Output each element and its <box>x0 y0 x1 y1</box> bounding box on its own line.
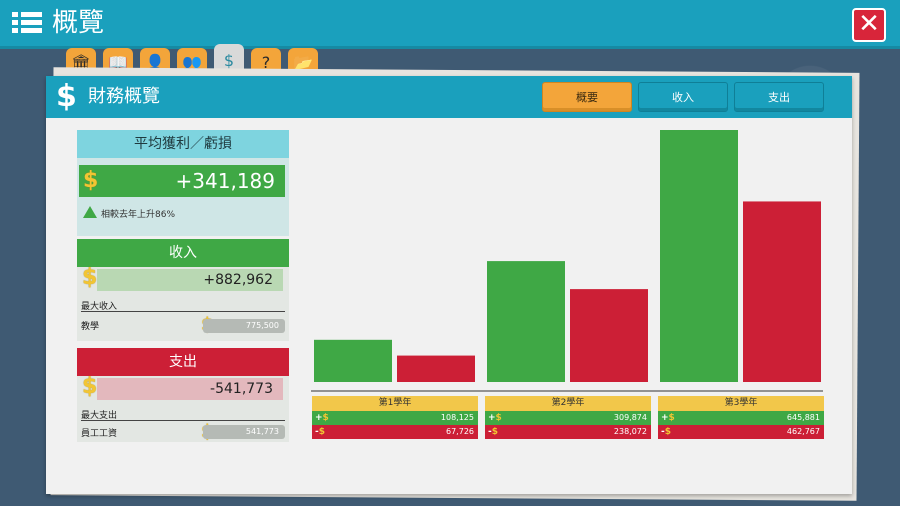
income-value: 309,874 <box>613 413 647 422</box>
max-income-label: 最大收入 <box>81 302 118 312</box>
coin-icon: $ <box>82 374 98 399</box>
coin-icon: +$ <box>661 413 675 423</box>
expense-value: 462,767 <box>786 427 820 436</box>
close-button[interactable]: ✕ <box>852 8 886 42</box>
avg-profit-value: +341,189 <box>175 169 275 193</box>
expense-bar-2 <box>570 289 648 382</box>
divider <box>81 420 285 421</box>
expense-row: -$ 462,767 <box>658 425 824 439</box>
income-bar-3 <box>660 130 738 382</box>
coin-icon: +$ <box>488 413 502 423</box>
income-value: +882,962 <box>97 269 283 291</box>
income-row: +$ 645,881 <box>658 411 824 425</box>
avg-profit-bar: $ +341,189 <box>79 165 285 197</box>
coin-icon: +$ <box>315 413 329 423</box>
coin-icon: $ <box>82 265 98 290</box>
close-icon: ✕ <box>858 9 880 39</box>
coin-icon: -$ <box>661 427 672 437</box>
expense-card: 支出 $ -541,773 最大支出 員工工資 $ 541,773 <box>77 348 289 442</box>
expense-button[interactable]: 支出 <box>734 82 824 112</box>
finance-panel: $ 財務概覽 概要 收入 支出 平均獲利／虧損 $ +341,189 相較去年上… <box>46 76 852 494</box>
year-label: 第2學年 <box>485 396 651 411</box>
divider <box>81 311 285 312</box>
income-row: +$ 108,125 <box>312 411 478 425</box>
avg-profit-title: 平均獲利／虧損 <box>77 130 289 158</box>
max-expense-item: 員工工資 <box>81 429 118 439</box>
coin-icon: -$ <box>488 427 499 437</box>
max-income-item: 教學 <box>81 322 100 332</box>
income-bar-2 <box>487 261 565 382</box>
expense-row: -$ 67,726 <box>312 425 478 439</box>
dollar-icon: $ <box>56 79 77 114</box>
year-box-1: 第1學年 +$ 108,125 -$ 67,726 <box>312 396 478 439</box>
income-value: 645,881 <box>786 413 820 422</box>
year-box-2: 第2學年 +$ 309,874 -$ 238,072 <box>485 396 651 439</box>
expense-row: -$ 238,072 <box>485 425 651 439</box>
expense-value: 238,072 <box>613 427 647 436</box>
bar-chart <box>311 130 823 392</box>
max-expense-value: 541,773 <box>203 425 285 439</box>
income-button[interactable]: 收入 <box>638 82 728 112</box>
top-bar: 概覽 ✕ <box>0 0 900 49</box>
income-row: +$ 309,874 <box>485 411 651 425</box>
income-bar-1 <box>314 339 392 382</box>
year-label: 第3學年 <box>658 396 824 411</box>
menu-icon[interactable] <box>12 12 42 34</box>
max-expense-label: 最大支出 <box>81 411 118 421</box>
year-label: 第1學年 <box>312 396 478 411</box>
page-title: 概覽 <box>52 8 105 38</box>
expense-bar-3 <box>743 201 821 382</box>
expense-title: 支出 <box>77 348 289 376</box>
avg-profit-card: 平均獲利／虧損 $ +341,189 相較去年上升86% <box>77 130 289 236</box>
year-box-3: 第3學年 +$ 645,881 -$ 462,767 <box>658 396 824 439</box>
panel-title: 財務概覽 <box>88 86 160 107</box>
income-card: 收入 $ +882,962 最大收入 教學 $ 775,500 <box>77 239 289 341</box>
trend-text: 相較去年上升86% <box>101 210 176 220</box>
panel-header: $ 財務概覽 概要 收入 支出 <box>46 76 852 118</box>
trend-up-icon <box>83 206 97 218</box>
overview-button[interactable]: 概要 <box>542 82 632 112</box>
income-title: 收入 <box>77 239 289 267</box>
max-income-value: 775,500 <box>203 319 285 333</box>
income-value: 108,125 <box>440 413 474 422</box>
coin-icon: $ <box>83 168 99 193</box>
expense-bar-1 <box>397 355 475 382</box>
expense-value: -541,773 <box>97 378 283 400</box>
coin-icon: -$ <box>315 427 326 437</box>
expense-value: 67,726 <box>446 427 474 436</box>
